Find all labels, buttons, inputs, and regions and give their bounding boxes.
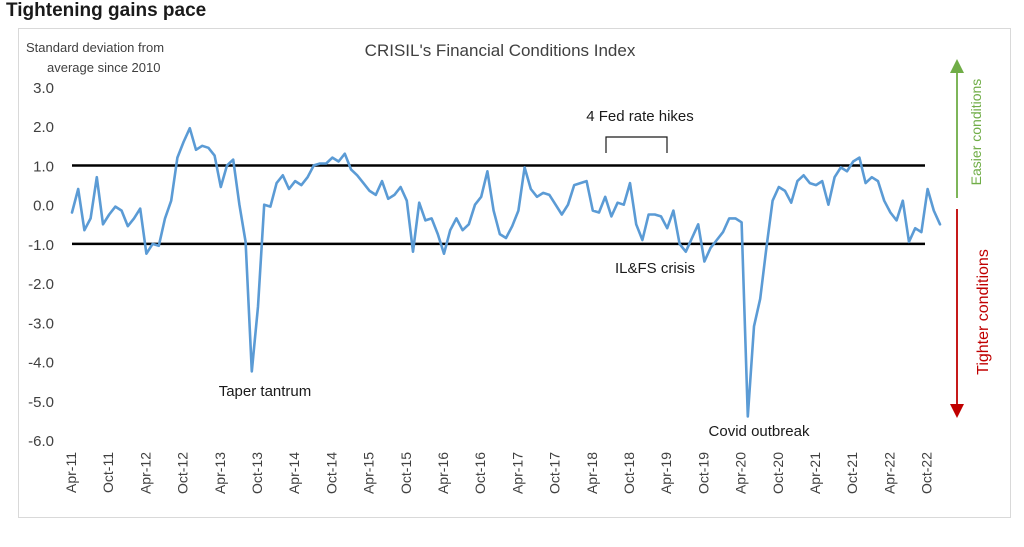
x-tick-label: Apr-17	[509, 452, 525, 494]
chart-heading: Tightening gains pace	[6, 0, 207, 21]
y-tick-label: 3.0	[33, 80, 54, 97]
x-tick-label: Apr-20	[733, 452, 749, 494]
fci-series-line	[70, 126, 942, 418]
x-tick-label: Oct-22	[919, 452, 935, 494]
y-tick-label: -1.0	[28, 237, 54, 254]
y-axis-label-line-1: Standard deviation from	[26, 40, 164, 55]
y-tick-label: -2.0	[28, 276, 54, 293]
x-tick-label: Apr-21	[807, 452, 823, 494]
x-tick-label: Apr-22	[881, 452, 897, 494]
x-tick-label: Oct-21	[844, 452, 860, 494]
annotation-ilfs-crisis: IL&FS crisis	[615, 260, 695, 277]
y-tick-label: 2.0	[33, 119, 54, 136]
x-tick-label: Oct-17	[547, 452, 563, 494]
x-tick-label: Oct-13	[249, 452, 265, 494]
y-tick-label: 1.0	[33, 158, 54, 175]
x-tick-label: Apr-18	[584, 452, 600, 494]
easier-arrow-head	[950, 59, 964, 73]
y-tick-label: -5.0	[28, 394, 54, 411]
x-tick-label: Oct-12	[175, 452, 191, 494]
x-tick-label: Oct-18	[621, 452, 637, 494]
annotation-fed-rate-hikes: 4 Fed rate hikes	[586, 108, 694, 125]
x-tick-label: Apr-12	[137, 452, 153, 494]
x-tick-label: Apr-19	[658, 452, 674, 494]
x-tick-label: Apr-15	[361, 452, 377, 494]
chart-title: CRISIL's Financial Conditions Index	[365, 41, 636, 60]
annotation-tighter-conditions: Tighter conditions	[975, 249, 992, 375]
y-tick-label: 0.0	[33, 198, 54, 215]
y-tick-label: -6.0	[28, 433, 54, 450]
x-tick-label: Apr-16	[435, 452, 451, 494]
annotation-taper-tantrum: Taper tantrum	[219, 383, 312, 400]
x-tick-label: Apr-13	[212, 452, 228, 494]
x-tick-label: Oct-20	[770, 452, 786, 494]
x-tick-label: Oct-19	[695, 452, 711, 494]
x-tick-label: Oct-11	[100, 452, 116, 493]
annotation-covid-outbreak: Covid outbreak	[709, 423, 810, 440]
x-tick-label: Oct-16	[472, 452, 488, 494]
fed-hikes-bracket	[605, 136, 668, 153]
x-tick-label: Oct-15	[398, 452, 414, 494]
y-axis-label-line-2: average since 2010	[47, 60, 160, 75]
chart-frame	[18, 28, 1011, 518]
x-tick-label: Apr-14	[286, 452, 302, 494]
y-tick-label: -4.0	[28, 355, 54, 372]
annotation-easier-conditions: Easier conditions	[968, 79, 984, 186]
tighter-arrow-head	[950, 404, 964, 418]
x-tick-label: Apr-11	[63, 452, 79, 493]
x-tick-label: Oct-14	[323, 452, 339, 494]
y-tick-label: -3.0	[28, 315, 54, 332]
